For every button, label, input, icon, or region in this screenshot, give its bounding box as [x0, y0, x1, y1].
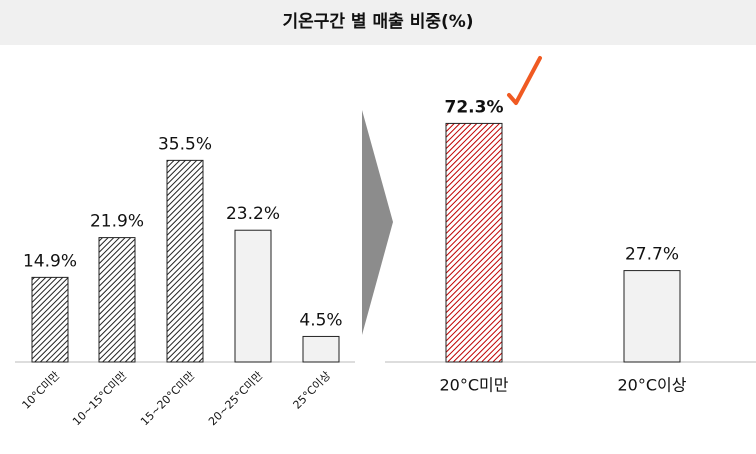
data-label: 72.3% [445, 97, 504, 117]
bar [302, 335, 340, 363]
bar [166, 159, 204, 363]
x-tick-label: 10~15°C미만 [70, 369, 129, 428]
check-mark [507, 56, 542, 105]
x-tick-label: 25°C이상 [291, 369, 334, 412]
data-label: 14.9% [23, 251, 77, 271]
bar [234, 229, 272, 363]
data-label: 21.9% [90, 212, 144, 232]
bar [445, 122, 503, 363]
title-band [0, 0, 756, 45]
data-label: 35.5% [158, 134, 212, 154]
bar [31, 276, 69, 363]
x-tick-label: 15~20°C미만 [138, 369, 197, 428]
x-tick-label: 10°C미만 [20, 369, 63, 412]
data-label: 23.2% [226, 204, 280, 224]
data-label: 4.5% [299, 310, 342, 330]
bar [98, 237, 136, 363]
chart-title: 기온구간 별 매출 비중(%) [282, 12, 473, 32]
x-tick-label: 20°C이상 [618, 376, 687, 395]
x-tick-label: 20~25°C미만 [206, 369, 265, 428]
data-label: 27.7% [625, 245, 679, 265]
x-tick-label: 20°C미만 [440, 376, 509, 395]
arrow [362, 110, 393, 335]
bar [623, 270, 681, 363]
